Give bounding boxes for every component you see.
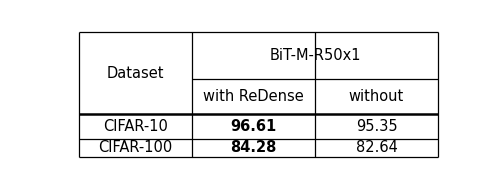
Text: BiT-M-R50x1: BiT-M-R50x1 bbox=[269, 48, 361, 63]
Text: 82.64: 82.64 bbox=[355, 140, 397, 155]
Text: without: without bbox=[349, 89, 404, 104]
Text: with ReDense: with ReDense bbox=[203, 89, 304, 104]
Text: CIFAR-100: CIFAR-100 bbox=[98, 140, 172, 155]
Text: 95.35: 95.35 bbox=[356, 119, 397, 134]
Text: 84.28: 84.28 bbox=[230, 140, 277, 155]
Text: 96.61: 96.61 bbox=[230, 119, 277, 134]
Text: CIFAR-10: CIFAR-10 bbox=[103, 119, 168, 134]
Text: Dataset: Dataset bbox=[106, 66, 164, 81]
